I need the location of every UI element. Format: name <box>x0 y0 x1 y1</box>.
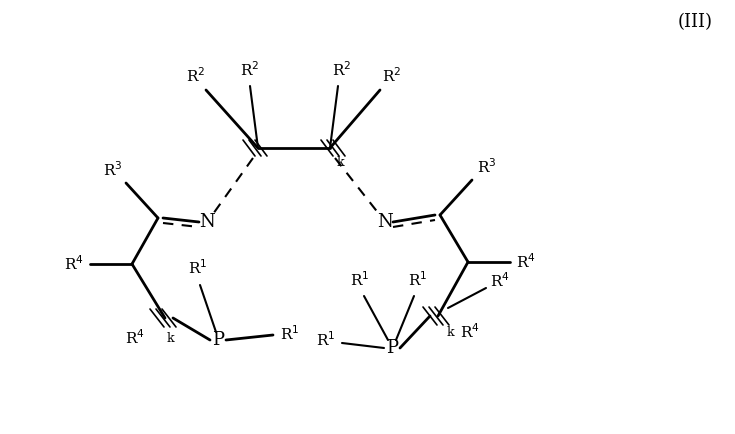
Text: R$^4$: R$^4$ <box>516 253 536 271</box>
Text: k: k <box>446 326 453 339</box>
Text: R$^4$: R$^4$ <box>460 322 480 342</box>
Text: R$^4$: R$^4$ <box>125 329 145 347</box>
Text: R$^1$: R$^1$ <box>409 271 428 289</box>
Text: R$^2$: R$^2$ <box>332 61 351 79</box>
Text: R$^4$: R$^4$ <box>490 272 510 290</box>
Text: k: k <box>166 332 173 345</box>
Text: R$^1$: R$^1$ <box>351 271 370 289</box>
Text: R$^3$: R$^3$ <box>477 158 497 176</box>
Text: R$^1$: R$^1$ <box>188 259 208 277</box>
Text: N: N <box>377 213 393 231</box>
Text: R$^1$: R$^1$ <box>316 331 336 349</box>
Text: (III): (III) <box>678 13 712 31</box>
Text: P: P <box>212 331 224 349</box>
Text: R$^3$: R$^3$ <box>103 161 123 179</box>
Text: R$^1$: R$^1$ <box>280 325 300 343</box>
Text: N: N <box>199 213 215 231</box>
Text: R$^2$: R$^2$ <box>187 67 206 85</box>
Text: k: k <box>336 155 344 168</box>
Text: R$^2$: R$^2$ <box>240 61 259 79</box>
Text: R$^2$: R$^2$ <box>382 67 401 85</box>
Text: P: P <box>386 339 398 357</box>
Text: R$^4$: R$^4$ <box>64 255 84 273</box>
